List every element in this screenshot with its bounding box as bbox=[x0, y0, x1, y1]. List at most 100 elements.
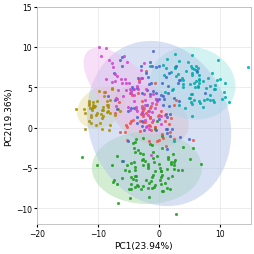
Point bbox=[149, 179, 153, 183]
Point bbox=[150, 92, 154, 97]
Point bbox=[172, 168, 176, 172]
Point bbox=[181, 86, 185, 90]
Point bbox=[109, 62, 113, 66]
Point bbox=[139, 77, 143, 81]
Point bbox=[90, 106, 94, 110]
Point bbox=[139, 107, 144, 111]
Point bbox=[136, 87, 140, 91]
Point bbox=[168, 134, 172, 138]
Point bbox=[103, 46, 107, 51]
Point bbox=[129, 119, 133, 123]
Point bbox=[158, 122, 162, 126]
Point bbox=[191, 98, 195, 102]
Point bbox=[147, 94, 151, 98]
Point bbox=[139, 124, 144, 129]
Point bbox=[140, 159, 144, 163]
Point bbox=[141, 184, 145, 188]
Point bbox=[104, 110, 108, 114]
Point bbox=[151, 151, 155, 155]
Point bbox=[120, 82, 124, 86]
Point bbox=[141, 164, 145, 168]
Point bbox=[116, 89, 120, 93]
Point bbox=[107, 58, 111, 62]
Point bbox=[141, 113, 145, 117]
Point bbox=[128, 92, 132, 96]
Point bbox=[133, 107, 137, 112]
Point bbox=[104, 100, 108, 104]
Point bbox=[107, 111, 111, 115]
Point bbox=[192, 81, 196, 85]
Point bbox=[164, 168, 168, 172]
Point bbox=[163, 145, 167, 149]
Point bbox=[160, 94, 164, 98]
Point bbox=[93, 113, 98, 117]
Point bbox=[188, 96, 192, 100]
Point bbox=[98, 55, 102, 59]
Point bbox=[124, 164, 129, 168]
Point bbox=[172, 66, 176, 70]
Point bbox=[163, 90, 167, 94]
Point bbox=[120, 94, 124, 98]
Point bbox=[136, 81, 140, 85]
Point bbox=[164, 112, 168, 116]
Point bbox=[145, 109, 149, 113]
Point bbox=[114, 98, 118, 102]
Point bbox=[169, 174, 173, 178]
Ellipse shape bbox=[83, 49, 167, 135]
Point bbox=[192, 68, 196, 72]
Ellipse shape bbox=[111, 86, 188, 146]
Point bbox=[165, 157, 169, 161]
Point bbox=[161, 73, 165, 77]
Point bbox=[190, 138, 194, 142]
Point bbox=[131, 178, 135, 182]
Point bbox=[195, 84, 199, 88]
Point bbox=[133, 178, 137, 182]
Point bbox=[135, 87, 139, 91]
Point bbox=[142, 159, 147, 163]
Point bbox=[125, 125, 129, 129]
Point bbox=[153, 128, 157, 132]
Point bbox=[129, 187, 133, 192]
Point bbox=[110, 66, 115, 70]
Point bbox=[88, 107, 92, 111]
Point bbox=[151, 185, 155, 189]
Point bbox=[170, 88, 174, 92]
Point bbox=[129, 85, 133, 89]
Point bbox=[111, 178, 115, 182]
Point bbox=[125, 139, 130, 144]
Point bbox=[90, 105, 94, 109]
Point bbox=[154, 139, 158, 143]
Point bbox=[109, 88, 113, 92]
Point bbox=[164, 116, 168, 120]
Point bbox=[135, 121, 139, 125]
Point bbox=[205, 76, 209, 80]
Point bbox=[132, 94, 136, 98]
Point bbox=[74, 107, 78, 111]
Point bbox=[120, 176, 124, 180]
Point bbox=[148, 116, 152, 120]
Point bbox=[139, 99, 144, 103]
Point bbox=[167, 105, 171, 109]
Point bbox=[124, 61, 128, 65]
Point bbox=[144, 103, 148, 107]
Point bbox=[111, 180, 115, 184]
Point bbox=[196, 82, 200, 86]
Point bbox=[90, 109, 94, 113]
Point bbox=[126, 82, 130, 86]
Point bbox=[176, 60, 180, 64]
Point bbox=[124, 123, 128, 128]
Point bbox=[153, 127, 157, 131]
Point bbox=[215, 58, 219, 62]
Point bbox=[204, 98, 209, 102]
Point bbox=[200, 105, 204, 109]
Point bbox=[171, 104, 175, 108]
Point bbox=[141, 120, 145, 124]
Point bbox=[187, 157, 192, 161]
Point bbox=[140, 114, 144, 118]
Point bbox=[170, 152, 174, 156]
Point bbox=[130, 93, 134, 97]
Point bbox=[165, 85, 169, 89]
Point bbox=[147, 128, 151, 132]
Point bbox=[110, 163, 114, 167]
Point bbox=[189, 115, 193, 119]
